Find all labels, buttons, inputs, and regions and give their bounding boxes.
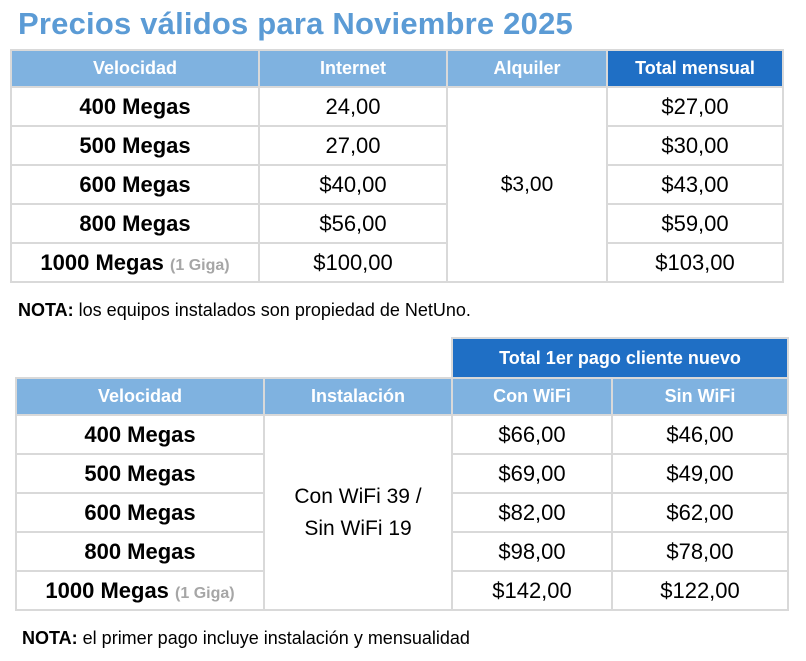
sin-wifi-cell: $49,00	[611, 453, 789, 494]
page-title: Precios válidos para Noviembre 2025	[18, 6, 573, 41]
speed-cell: 500 Megas	[15, 453, 265, 494]
con-wifi-cell: $69,00	[451, 453, 613, 494]
note-text: los equipos instalados son propiedad de …	[78, 300, 471, 320]
giga-note: (1 Giga)	[170, 256, 230, 274]
header-total-first-payment: Total 1er pago cliente nuevo	[451, 337, 789, 379]
internet-cell: $40,00	[258, 164, 448, 205]
total-cell: $27,00	[606, 86, 784, 127]
table-row: 500 Megas 27,00 $30,00	[10, 125, 784, 166]
note-first-payment: NOTA: el primer pago incluye instalación…	[22, 628, 470, 649]
total-cell: $30,00	[606, 125, 784, 166]
total-cell: $43,00	[606, 164, 784, 205]
table-row: 800 Megas $98,00 $78,00	[15, 531, 789, 572]
internet-cell: $100,00	[258, 242, 448, 283]
table-row: 400 Megas 24,00 $3,00 $27,00	[10, 86, 784, 283]
speed-cell: 400 Megas	[10, 86, 260, 127]
internet-cell: $56,00	[258, 203, 448, 244]
note-text: el primer pago incluye instalación y men…	[82, 628, 470, 648]
total-cell: $59,00	[606, 203, 784, 244]
sin-wifi-cell: $46,00	[611, 414, 789, 455]
header-sin-wifi: Sin WiFi	[611, 377, 789, 416]
total-cell: $103,00	[606, 242, 784, 283]
alquiler-cell: $3,00	[446, 86, 608, 283]
con-wifi-cell: $142,00	[451, 570, 613, 611]
speed-cell: 400 Megas	[15, 414, 265, 455]
table-row: 1000 Megas (1 Giga) $100,00 $103,00	[10, 242, 784, 283]
table-row: 600 Megas $82,00 $62,00	[15, 492, 789, 533]
table-row: 400 Megas Con WiFi 39 / Sin WiFi 19 $66,…	[15, 414, 789, 611]
speed-cell: 600 Megas	[15, 492, 265, 533]
monthly-prices-table: Velocidad Internet Alquiler Total mensua…	[10, 49, 784, 283]
instalacion-line-1: Con WiFi 39 /	[294, 484, 422, 508]
speed-cell: 800 Megas	[15, 531, 265, 572]
header-velocidad: Velocidad	[15, 377, 265, 416]
header-alquiler: Alquiler	[446, 49, 608, 88]
speed-cell: 600 Megas	[10, 164, 260, 205]
speed-cell: 1000 Megas (1 Giga)	[10, 242, 260, 283]
note-equipment: NOTA: los equipos instalados son propied…	[18, 300, 471, 321]
internet-cell: 24,00	[258, 86, 448, 127]
note-label: NOTA:	[22, 628, 78, 648]
instalacion-cell: Con WiFi 39 / Sin WiFi 19	[263, 414, 453, 611]
table-row: 600 Megas $40,00 $43,00	[10, 164, 784, 205]
note-label: NOTA:	[18, 300, 74, 320]
internet-cell: 27,00	[258, 125, 448, 166]
con-wifi-cell: $66,00	[451, 414, 613, 455]
header-instalacion: Instalación	[263, 377, 453, 416]
speed-cell: 1000 Megas (1 Giga)	[15, 570, 265, 611]
instalacion-line-2: Sin WiFi 19	[304, 516, 412, 540]
header-velocidad: Velocidad	[10, 49, 260, 88]
giga-note: (1 Giga)	[175, 584, 235, 602]
con-wifi-cell: $98,00	[451, 531, 613, 572]
con-wifi-cell: $82,00	[451, 492, 613, 533]
sin-wifi-cell: $78,00	[611, 531, 789, 572]
table-row: 1000 Megas (1 Giga) $142,00 $122,00	[15, 570, 789, 611]
header-internet: Internet	[258, 49, 448, 88]
header-con-wifi: Con WiFi	[451, 377, 613, 416]
table-row: 800 Megas $56,00 $59,00	[10, 203, 784, 244]
speed-cell: 500 Megas	[10, 125, 260, 166]
table-row: 500 Megas $69,00 $49,00	[15, 453, 789, 494]
speed-cell: 800 Megas	[10, 203, 260, 244]
sin-wifi-cell: $62,00	[611, 492, 789, 533]
header-total-mensual: Total mensual	[606, 49, 784, 88]
first-payment-table: Total 1er pago cliente nuevo Velocidad I…	[15, 337, 789, 611]
sin-wifi-cell: $122,00	[611, 570, 789, 611]
